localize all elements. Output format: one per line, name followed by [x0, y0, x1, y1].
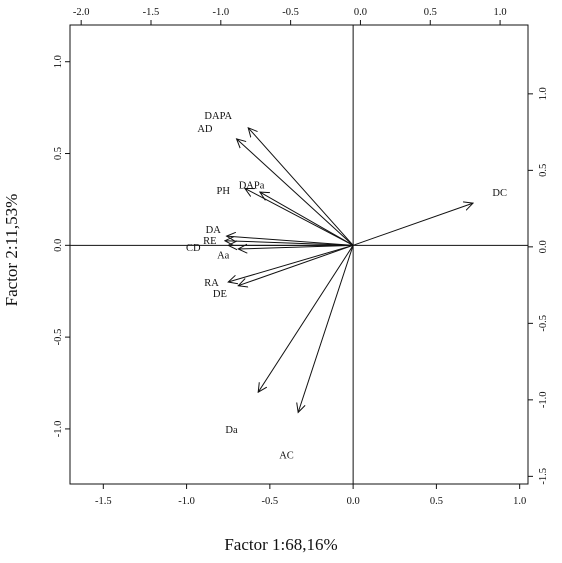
x-tick-label: 0.5 [430, 496, 443, 507]
top-tick-label: -0.5 [282, 7, 299, 18]
right-tick-label: 1.0 [538, 87, 549, 100]
top-tick-label: 0.5 [424, 7, 437, 18]
variable-label: RE [203, 236, 216, 247]
variable-label: RA [204, 278, 219, 289]
variable-label: DA [206, 225, 222, 236]
loading-arrow [260, 192, 354, 246]
y-tick-label: -1.0 [53, 421, 64, 438]
loading-arrow [225, 241, 354, 246]
right-tick-label: -0.5 [538, 315, 549, 332]
variable-label: CD [186, 243, 201, 254]
loading-arrow [248, 128, 354, 246]
loading-arrow [352, 203, 473, 246]
top-tick-label: -2.0 [73, 7, 90, 18]
y-tick-label: -0.5 [53, 329, 64, 346]
x-tick-label: -1.5 [95, 496, 112, 507]
top-tick-label: -1.0 [212, 7, 229, 18]
x-axis-top: -2.0 -1.5 -1.0 -0.5 0.0 0.5 1.0 [73, 7, 507, 25]
right-tick-label: 0.0 [538, 240, 549, 253]
right-tick-label: 0.5 [538, 164, 549, 177]
top-tick-label: -1.5 [143, 7, 160, 18]
loading-arrow [237, 139, 354, 246]
y-tick-label: 1.0 [53, 55, 64, 68]
loading-arrow [245, 188, 354, 246]
variable-label: DAPa [239, 181, 265, 192]
variable-label: AD [197, 124, 213, 135]
x-tick-label: 1.0 [513, 496, 526, 507]
variable-label: DAPA [204, 111, 232, 122]
x-axis-title: Factor 1:68,16% [224, 535, 337, 554]
x-tick-label: 0.0 [347, 496, 360, 507]
plot-frame [69, 24, 529, 485]
variable-label: PH [217, 186, 231, 197]
x-axis-bottom: -1.5 -1.0 -0.5 0.0 0.5 1.0 [95, 484, 526, 507]
y-axis-title: Factor 2:11,53% [2, 194, 21, 307]
right-tick-label: -1.0 [538, 392, 549, 409]
variable-label: AC [279, 451, 294, 462]
variable-label: DC [492, 188, 507, 199]
y-axis-left: -1.0 -0.5 0.0 0.5 1.0 [53, 55, 70, 437]
reference-lines [70, 25, 528, 484]
loading-arrow [227, 236, 354, 246]
loading-arrow [238, 245, 354, 249]
variable-label: Aa [217, 251, 230, 262]
top-tick-label: 1.0 [494, 7, 507, 18]
y-tick-label: 0.5 [53, 147, 64, 160]
loading-arrow [298, 245, 354, 412]
x-tick-label: -0.5 [262, 496, 279, 507]
loading-arrow [228, 244, 354, 282]
top-tick-label: 0.0 [354, 7, 367, 18]
right-tick-label: -1.5 [538, 468, 549, 485]
variable-label: DE [213, 289, 227, 300]
y-tick-label: 0.0 [53, 239, 64, 252]
y-axis-right: -1.5 -1.0 -0.5 0.0 0.5 1.0 [528, 87, 549, 485]
variable-label: Da [225, 425, 238, 436]
loading-arrow [258, 245, 354, 392]
x-tick-label: -1.0 [178, 496, 195, 507]
loading-arrow [238, 244, 354, 285]
loading-arrows [225, 128, 473, 413]
